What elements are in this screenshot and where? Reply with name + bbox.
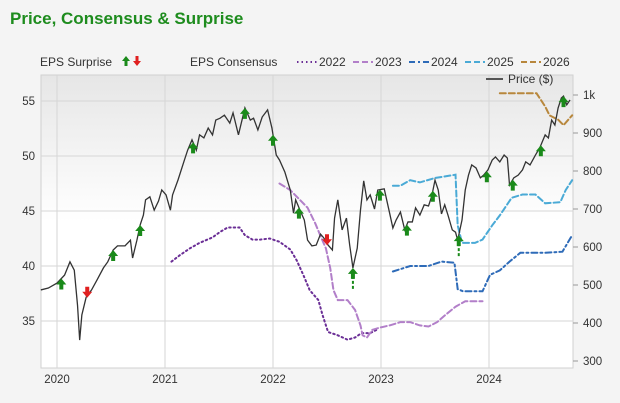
legend-label-2025: 2025	[487, 55, 514, 69]
consensus-line-2025	[391, 173, 574, 244]
legend-down-arrow-icon	[133, 56, 141, 66]
consensus-line-2023	[278, 182, 484, 339]
right-tick-label: 900	[583, 128, 602, 140]
surprise-up-arrow-icon	[453, 235, 464, 247]
surprise-up-arrow-icon	[507, 179, 518, 191]
left-tick-label: 45	[22, 206, 35, 218]
consensus-line-2024	[391, 234, 574, 293]
left-tick-label: 40	[22, 261, 35, 273]
right-tick-label: 1k	[583, 90, 595, 102]
surprise-up-arrow-icon	[401, 224, 412, 236]
x-tick-label: 2021	[152, 374, 178, 386]
legend-label-2023: 2023	[375, 55, 402, 69]
left-tick-label: 55	[22, 96, 35, 108]
x-tick-label: 2024	[476, 374, 502, 386]
surprise-up-arrow-icon	[481, 171, 492, 183]
surprise-up-arrow-icon	[108, 250, 119, 262]
right-tick-label: 300	[583, 356, 602, 368]
surprise-up-arrow-icon	[56, 278, 67, 290]
surprise-up-arrow-icon	[535, 145, 546, 157]
price-line	[40, 95, 571, 341]
legend-label-2026: 2026	[543, 55, 570, 69]
surprise-up-arrow-icon	[347, 267, 358, 279]
legend-label-2022: 2022	[319, 55, 346, 69]
surprise-up-arrow-icon	[239, 107, 250, 119]
plot-area	[40, 74, 574, 369]
surprise-up-arrow-icon	[188, 142, 199, 154]
surprise-down-arrow-icon	[82, 286, 93, 298]
consensus-line-2026	[498, 92, 574, 127]
legend-eps-surprise: EPS Surprise	[40, 55, 112, 69]
surprise-up-arrow-icon	[427, 190, 438, 202]
surprise-up-arrow-icon	[558, 96, 569, 108]
surprise-up-arrow-icon	[268, 134, 278, 146]
left-tick-label: 50	[22, 151, 35, 163]
x-tick-label: 2022	[260, 374, 286, 386]
right-tick-label: 400	[583, 318, 602, 330]
legend-label-2024: 2024	[431, 55, 458, 69]
surprise-up-arrow-icon	[293, 207, 304, 219]
right-tick-label: 600	[583, 242, 602, 254]
legend-eps-consensus: EPS Consensus	[190, 55, 277, 69]
left-tick-label: 35	[22, 316, 35, 328]
legend-price: Price ($)	[508, 72, 553, 86]
surprise-up-arrow-icon	[374, 189, 385, 201]
surprise-up-arrow-icon	[135, 224, 146, 236]
x-tick-label: 2023	[368, 374, 394, 386]
right-tick-label: 800	[583, 166, 602, 178]
x-tick-label: 2020	[44, 374, 70, 386]
legend-up-arrow-icon	[122, 56, 130, 66]
right-tick-label: 700	[583, 204, 602, 216]
surprise-down-arrow-icon	[322, 234, 332, 246]
consensus-line-2022	[170, 226, 378, 341]
right-tick-label: 500	[583, 280, 602, 292]
chart-title: Price, Consensus & Surprise	[10, 9, 244, 28]
